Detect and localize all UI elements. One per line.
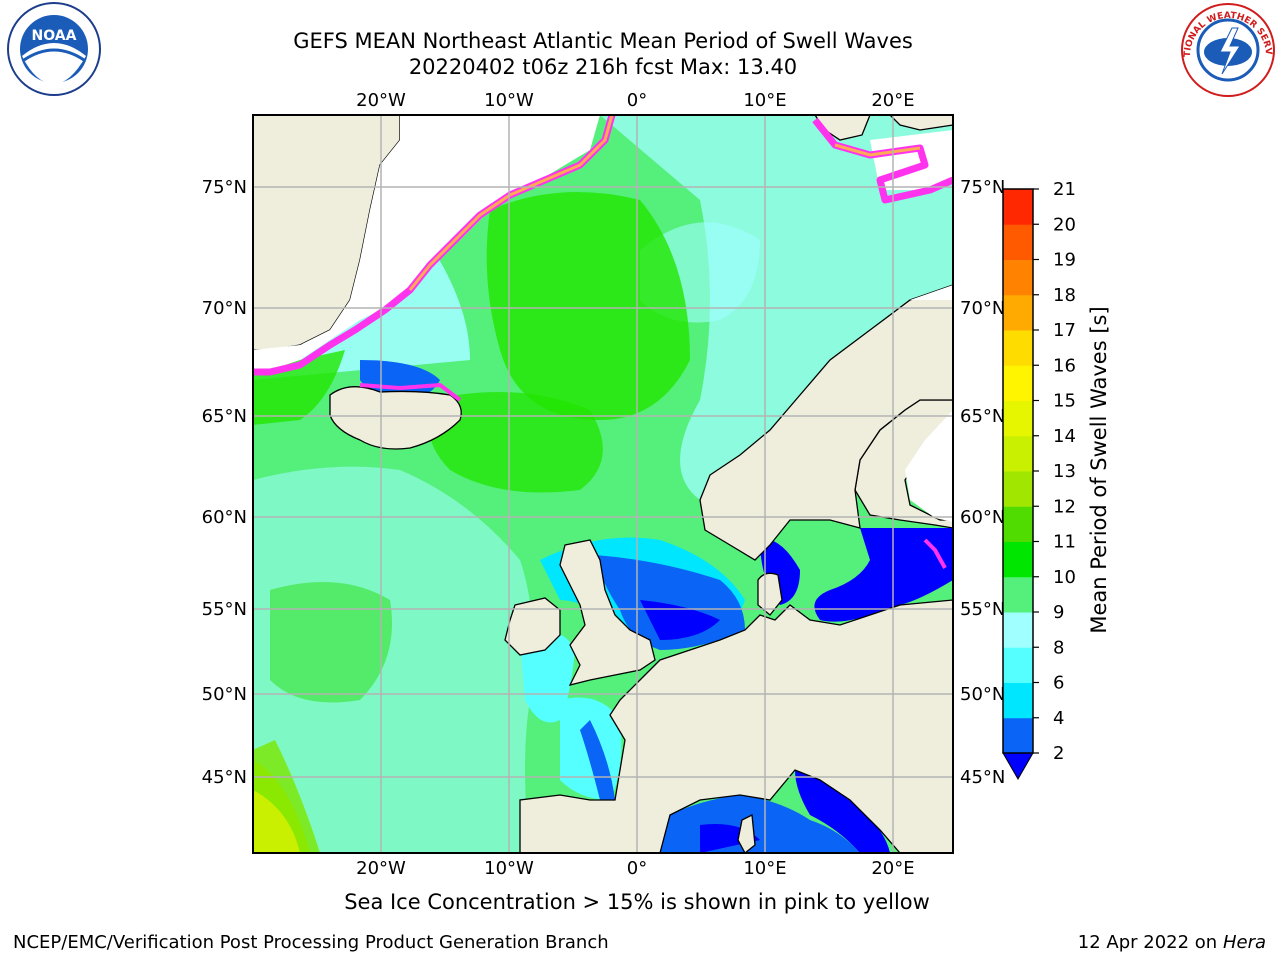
lon-top-label: 10°E — [743, 90, 786, 111]
colorbar: 2 4 6 8 9 10 11 12 13 14 15 16 17 18 19 20 21 — [1002, 179, 1076, 781]
map-subtitle: 20220402 t06z 216h fcst Max: 13.40 — [408, 55, 798, 79]
lat-right-label: 60°N — [960, 507, 1005, 528]
lat-left-label: 45°N — [202, 767, 247, 788]
lon-top-label: 10°W — [484, 90, 534, 111]
colorbar-under-arrow — [1002, 752, 1034, 781]
colorbar-tick-label: 20 — [1053, 214, 1076, 235]
lat-right-label: 55°N — [960, 599, 1005, 620]
colorbar-bin — [1003, 682, 1033, 719]
colorbar-tick-label: 21 — [1053, 179, 1076, 200]
colorbar-tick-label: 9 — [1053, 602, 1064, 623]
colorbar-bin — [1003, 612, 1033, 648]
lat-left-label: 50°N — [202, 684, 247, 705]
date-stamp: 12 Apr 2022 on Hera — [1078, 932, 1266, 953]
colorbar-tick-label: 14 — [1053, 426, 1076, 447]
colorbar-tick-label: 18 — [1053, 285, 1076, 306]
colorbar-bin — [1003, 506, 1033, 542]
map-frame — [252, 114, 954, 854]
lat-right-label: 65°N — [960, 406, 1005, 427]
colorbar-tick-label: 4 — [1053, 708, 1064, 729]
colorbar-tick-label: 11 — [1053, 532, 1076, 553]
lat-left-label: 65°N — [202, 406, 247, 427]
colorbar-bin — [1003, 435, 1033, 472]
colorbar-tick-label: 13 — [1053, 461, 1076, 482]
lon-bottom-label: 10°W — [484, 858, 534, 879]
lat-right-label: 50°N — [960, 684, 1005, 705]
colorbar-bin — [1003, 224, 1033, 260]
colorbar-tick-label: 15 — [1053, 391, 1076, 412]
land-masses — [253, 115, 953, 853]
colorbar-tick-label: 19 — [1053, 250, 1076, 271]
colorbar-label: Mean Period of Swell Waves [s] — [1087, 306, 1111, 633]
noaa-logo-text: NOAA — [32, 28, 77, 44]
sea-ice-note: Sea Ice Concentration > 15% is shown in … — [344, 890, 930, 914]
map-field — [253, 115, 953, 853]
lat-right-label: 70°N — [960, 298, 1005, 319]
lon-bottom-label: 20°E — [871, 858, 914, 879]
colorbar-bin — [1003, 259, 1033, 296]
lat-right-label: 45°N — [960, 767, 1005, 788]
credit-line: NCEP/EMC/Verification Post Processing Pr… — [13, 932, 609, 953]
lat-left-label: 75°N — [202, 177, 247, 198]
colorbar-tick-label: 2 — [1053, 743, 1064, 764]
colorbar-bin — [1003, 400, 1033, 437]
lon-bottom-label: 20°W — [356, 858, 406, 879]
colorbar-tick-label: 12 — [1053, 496, 1076, 517]
lat-left-label: 55°N — [202, 599, 247, 620]
colorbar-bin — [1003, 330, 1033, 366]
colorbar-tick-label: 6 — [1053, 673, 1064, 694]
colorbar-bin — [1003, 365, 1033, 401]
map-gridlines — [253, 115, 953, 853]
noaa-logo: NOAA — [7, 2, 101, 96]
date-text: 12 Apr 2022 on — [1077, 932, 1218, 953]
lon-bottom-label: 0° — [627, 858, 647, 879]
colorbar-bin — [1003, 471, 1033, 507]
colorbar-tick-label: 17 — [1053, 320, 1076, 341]
colorbar-tick-label: 10 — [1053, 567, 1076, 588]
lat-right-label: 75°N — [960, 177, 1005, 198]
colorbar-bin — [1003, 541, 1033, 578]
lon-top-label: 20°E — [871, 90, 914, 111]
sea-ice-edge — [253, 115, 953, 569]
lon-bottom-label: 10°E — [743, 858, 786, 879]
lat-left-label: 70°N — [202, 298, 247, 319]
colorbar-tick-label: 8 — [1053, 637, 1064, 658]
map-title: GEFS MEAN Northeast Atlantic Mean Period… — [293, 29, 913, 53]
host-name: Hera — [1222, 932, 1266, 953]
colorbar-bin — [1003, 576, 1033, 613]
colorbar-tick-label: 16 — [1053, 355, 1076, 376]
colorbar-bin — [1003, 647, 1033, 683]
colorbar-bin — [1003, 294, 1033, 331]
colorbar-bin — [1003, 717, 1033, 754]
colorbar-bin — [1003, 189, 1033, 225]
lon-top-label: 0° — [627, 90, 647, 111]
lat-left-label: 60°N — [202, 507, 247, 528]
lon-top-label: 20°W — [356, 90, 406, 111]
nws-logo: NATIONAL WEATHER SERVICE — [1176, 0, 1275, 97]
